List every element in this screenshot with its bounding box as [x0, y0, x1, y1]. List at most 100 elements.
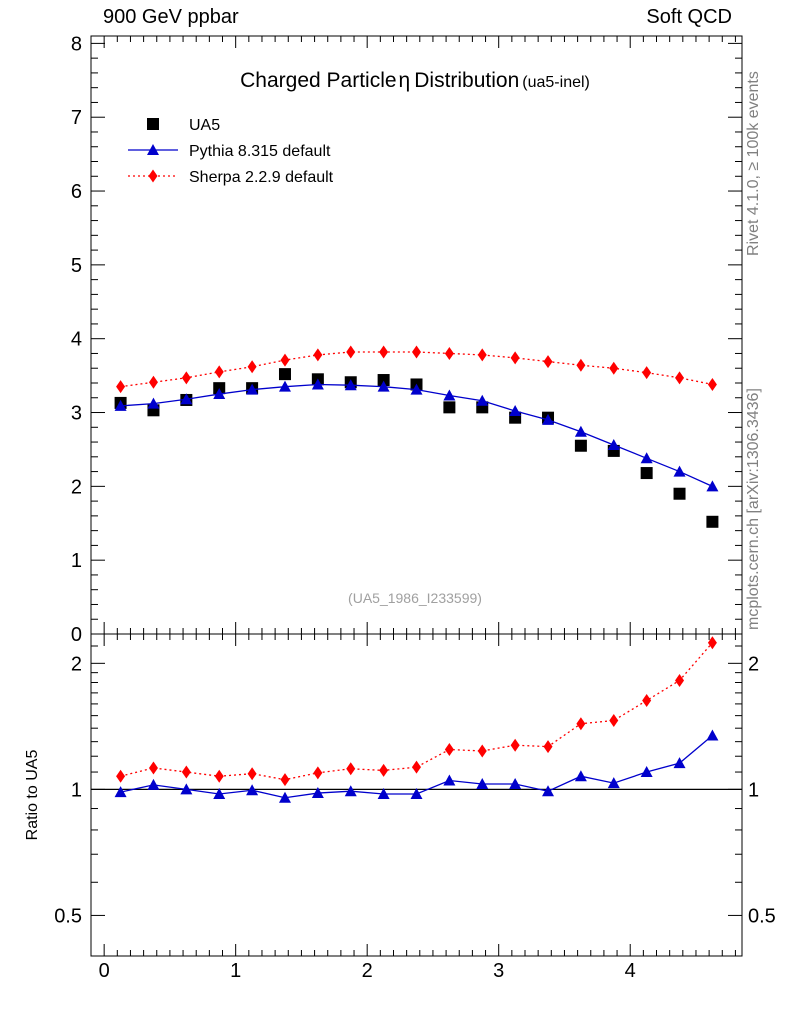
data-point-series-1 [542, 413, 555, 425]
ratio-point-series-2 [609, 714, 619, 728]
data-point-series-2 [280, 353, 290, 367]
ratio-point-series-1 [640, 766, 653, 778]
data-point-series-2 [510, 351, 520, 365]
data-point-series-1 [640, 452, 653, 464]
ratio-point-series-1 [706, 729, 719, 741]
y-tick-label-main: 6 [71, 181, 82, 203]
main-panel-series [114, 345, 719, 528]
data-point-series-2 [148, 375, 158, 389]
ratio-point-series-2 [313, 766, 323, 780]
data-point-series-1 [476, 394, 489, 406]
ratio-point-series-1 [673, 757, 686, 769]
data-point-series-0 [640, 467, 653, 480]
data-point-series-1 [607, 439, 620, 451]
ratio-point-series-1 [377, 787, 390, 799]
y-tick-label-main: 0 [71, 624, 82, 646]
ratio-point-series-2 [148, 761, 158, 775]
ratio-point-series-1 [213, 787, 226, 799]
data-point-series-1 [246, 383, 259, 395]
legend-marker-2 [148, 169, 158, 183]
y-tick-label-main: 2 [71, 476, 82, 498]
header-category: Soft QCD [646, 6, 732, 28]
y-tick-label-ratio-right: 0.5 [748, 905, 776, 927]
ratio-point-series-2 [181, 765, 191, 779]
data-point-series-1 [574, 425, 587, 437]
ratio-point-series-2 [444, 743, 454, 757]
ratio-point-series-2 [247, 767, 257, 781]
data-point-series-2 [181, 371, 191, 385]
y-tick-label-main: 4 [71, 329, 82, 351]
data-point-series-0 [443, 401, 456, 414]
ratio-point-series-1 [278, 791, 291, 803]
chart-title-suffix: Distribution [414, 69, 519, 92]
y-tick-label-ratio-right: 1 [748, 779, 759, 801]
ratio-axis-title: Ratio to UA5 [24, 750, 41, 841]
ratio-point-series-1 [574, 770, 587, 782]
ratio-point-series-1 [410, 787, 423, 799]
y-tick-label-main: 3 [71, 403, 82, 425]
y-tick-label-ratio-left: 1 [71, 779, 82, 801]
ratio-point-series-1 [344, 785, 357, 797]
data-point-series-0 [706, 515, 719, 528]
legend-label-2: Sherpa 2.2.9 default [189, 169, 334, 186]
data-point-series-0 [574, 439, 587, 452]
series-line-1 [120, 383, 713, 487]
x-tick-label: 1 [230, 960, 241, 982]
y-tick-label-ratio-left: 0.5 [54, 905, 82, 927]
y-tick-label-main: 1 [71, 550, 82, 572]
ratio-point-series-1 [443, 774, 456, 786]
data-point-series-2 [543, 355, 553, 369]
analysis-id-label: (UA5_1986_I233599) [348, 590, 482, 606]
legend-label-0: UA5 [189, 117, 220, 134]
data-point-series-1 [443, 389, 456, 401]
chart-legend: UA5 Pythia 8.315 default Sherpa 2.2.9 defa… [128, 117, 334, 186]
ratio-point-series-2 [214, 769, 224, 783]
data-point-series-1 [344, 379, 357, 391]
y-tick-label-main: 7 [71, 107, 82, 129]
data-point-series-2 [444, 346, 454, 360]
data-point-series-1 [278, 380, 291, 392]
ratio-point-series-1 [114, 786, 127, 798]
chart-labels: 0 1 2 3 4 0 1 2 3 4 5 6 7 8 0.5 0.5 1 1 2 2 Ratio to UA5 Char… [24, 33, 776, 982]
ratio-point-series-2 [642, 694, 652, 708]
ratio-panel-series [114, 636, 719, 803]
header-process: 900 GeV ppbar [103, 6, 239, 28]
ratio-point-series-2 [379, 763, 389, 777]
ratio-point-series-2 [412, 760, 421, 774]
x-tick-label: 0 [99, 960, 110, 982]
legend-marker-0 [147, 118, 159, 130]
ratio-point-series-2 [543, 740, 553, 754]
data-point-series-0 [673, 487, 686, 500]
ratio-point-series-1 [311, 787, 324, 799]
chart-title-symbol: η [399, 69, 411, 92]
data-point-series-2 [247, 360, 257, 374]
y-tick-label-main: 8 [71, 33, 82, 55]
data-point-series-1 [509, 405, 522, 417]
data-point-series-2 [313, 348, 323, 362]
y-tick-label-main: 5 [71, 255, 82, 277]
ratio-point-series-2 [477, 744, 487, 758]
x-tick-label: 4 [625, 960, 636, 982]
data-point-series-2 [609, 361, 619, 375]
ratio-point-series-2 [576, 717, 586, 731]
data-point-series-2 [346, 345, 356, 359]
data-point-series-1 [311, 378, 324, 390]
ratio-point-series-2 [675, 673, 685, 687]
y-tick-label-ratio-right: 2 [748, 653, 759, 675]
ratio-point-series-1 [509, 777, 522, 789]
ratio-panel-frame [90, 633, 743, 957]
ratio-point-series-1 [542, 785, 555, 797]
chart-title-main: Charged Particle [240, 69, 396, 92]
chart-title: Charged Particleη Distribution (ua5-inel) [240, 69, 590, 92]
data-point-series-2 [642, 366, 652, 380]
chart-title-tag: (ua5-inel) [522, 74, 590, 91]
ratio-point-series-1 [476, 777, 489, 789]
data-point-series-0 [278, 368, 291, 381]
ratio-point-series-2 [707, 636, 717, 650]
ratio-point-series-2 [346, 762, 356, 776]
data-point-series-2 [116, 380, 126, 394]
data-point-series-1 [377, 380, 390, 392]
data-point-series-1 [673, 465, 686, 477]
data-point-series-2 [707, 377, 717, 391]
